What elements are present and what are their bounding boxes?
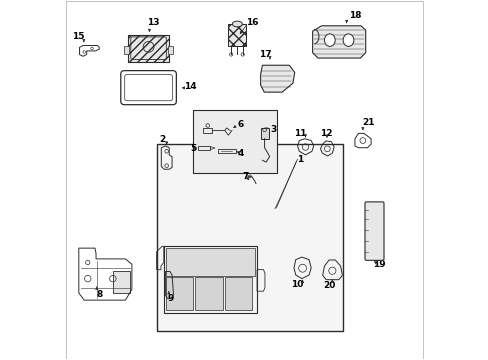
Text: 3: 3	[270, 125, 277, 134]
Text: 10: 10	[291, 280, 303, 289]
Bar	[113, 271, 130, 293]
Bar	[192, 110, 276, 173]
Ellipse shape	[232, 21, 242, 27]
Bar	[124, 45, 128, 54]
Text: 7: 7	[242, 172, 248, 181]
Bar	[198, 146, 210, 150]
Text: 21: 21	[361, 118, 374, 127]
Text: 8: 8	[96, 289, 102, 298]
Bar	[195, 276, 222, 310]
Text: 4: 4	[237, 149, 244, 158]
Bar	[228, 24, 246, 45]
FancyBboxPatch shape	[364, 202, 383, 260]
Bar	[128, 35, 169, 62]
Text: 13: 13	[147, 18, 160, 27]
Text: 1: 1	[296, 155, 303, 164]
Text: 16: 16	[245, 18, 258, 27]
Text: 5: 5	[190, 144, 196, 153]
Bar	[260, 128, 268, 139]
Polygon shape	[312, 26, 365, 58]
Text: 11: 11	[293, 129, 305, 138]
Bar	[217, 149, 235, 153]
Text: 20: 20	[323, 280, 335, 289]
Text: 19: 19	[372, 260, 385, 269]
Text: 2: 2	[159, 135, 165, 144]
Bar	[228, 24, 246, 45]
Bar	[224, 276, 252, 310]
Text: 17: 17	[259, 50, 271, 59]
Bar	[165, 248, 255, 276]
Text: 9: 9	[167, 294, 174, 303]
Bar	[163, 246, 257, 313]
Ellipse shape	[324, 34, 335, 46]
Text: 14: 14	[184, 82, 197, 91]
Text: 6: 6	[237, 120, 244, 129]
Text: 15: 15	[72, 32, 84, 41]
Text: 12: 12	[319, 129, 332, 138]
Ellipse shape	[343, 34, 353, 46]
Bar	[156, 144, 343, 330]
Bar	[203, 128, 212, 134]
Bar	[165, 276, 192, 310]
Bar	[163, 246, 257, 313]
Bar	[168, 45, 172, 54]
Bar	[128, 35, 169, 62]
Polygon shape	[260, 65, 294, 92]
Text: 18: 18	[349, 10, 361, 19]
